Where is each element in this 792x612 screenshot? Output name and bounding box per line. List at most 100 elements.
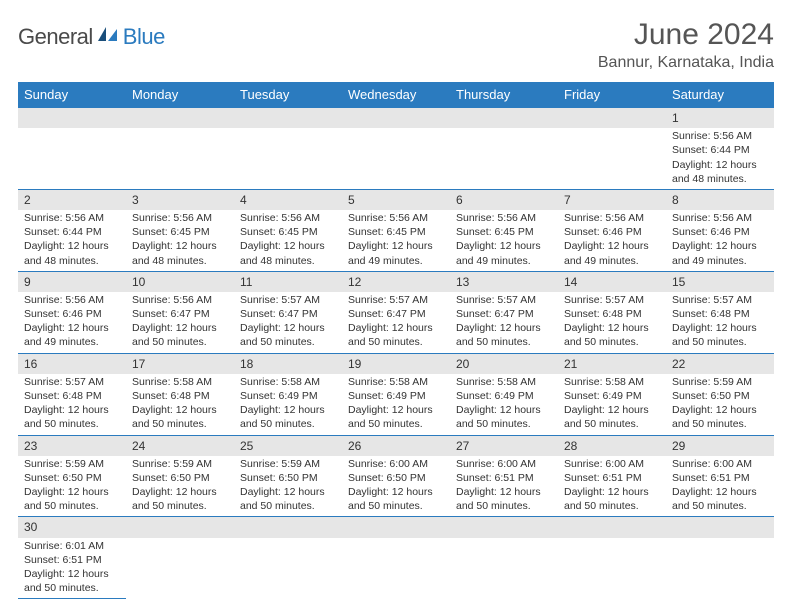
sunset-line: Sunset: 6:49 PM [564, 389, 660, 403]
calendar-cell: 18Sunrise: 5:58 AMSunset: 6:49 PMDayligh… [234, 353, 342, 435]
sunrise-line: Sunrise: 5:56 AM [240, 211, 336, 225]
sunset-line: Sunset: 6:50 PM [132, 471, 228, 485]
calendar-cell: 16Sunrise: 5:57 AMSunset: 6:48 PMDayligh… [18, 353, 126, 435]
day-details: Sunrise: 6:00 AMSunset: 6:51 PMDaylight:… [558, 456, 666, 517]
calendar-cell: 15Sunrise: 5:57 AMSunset: 6:48 PMDayligh… [666, 271, 774, 353]
daylight-line: Daylight: 12 hours and 50 minutes. [24, 403, 120, 431]
day-details: Sunrise: 5:57 AMSunset: 6:47 PMDaylight:… [450, 292, 558, 353]
calendar-cell-empty [234, 517, 342, 599]
sunrise-line: Sunrise: 5:59 AM [240, 457, 336, 471]
sunset-line: Sunset: 6:47 PM [456, 307, 552, 321]
weekday-header: Friday [558, 82, 666, 108]
daylight-line: Daylight: 12 hours and 49 minutes. [672, 239, 768, 267]
calendar-cell: 5Sunrise: 5:56 AMSunset: 6:45 PMDaylight… [342, 189, 450, 271]
calendar-cell: 4Sunrise: 5:56 AMSunset: 6:45 PMDaylight… [234, 189, 342, 271]
calendar-cell-empty [342, 108, 450, 190]
sunset-line: Sunset: 6:45 PM [240, 225, 336, 239]
day-number: 10 [126, 272, 234, 292]
day-details: Sunrise: 5:56 AMSunset: 6:45 PMDaylight:… [342, 210, 450, 271]
day-details: Sunrise: 5:58 AMSunset: 6:49 PMDaylight:… [342, 374, 450, 435]
daylight-line: Daylight: 12 hours and 50 minutes. [240, 321, 336, 349]
sunrise-line: Sunrise: 5:57 AM [672, 293, 768, 307]
weekday-header: Tuesday [234, 82, 342, 108]
day-number: 21 [558, 354, 666, 374]
calendar-row: 23Sunrise: 5:59 AMSunset: 6:50 PMDayligh… [18, 435, 774, 517]
page-title: June 2024 [598, 18, 774, 52]
day-details: Sunrise: 5:59 AMSunset: 6:50 PMDaylight:… [666, 374, 774, 435]
daylight-line: Daylight: 12 hours and 50 minutes. [24, 485, 120, 513]
sunrise-line: Sunrise: 5:56 AM [672, 129, 768, 143]
calendar-cell: 21Sunrise: 5:58 AMSunset: 6:49 PMDayligh… [558, 353, 666, 435]
day-number: 1 [666, 108, 774, 128]
calendar-cell: 14Sunrise: 5:57 AMSunset: 6:48 PMDayligh… [558, 271, 666, 353]
day-details: Sunrise: 5:57 AMSunset: 6:48 PMDaylight:… [666, 292, 774, 353]
calendar-cell: 10Sunrise: 5:56 AMSunset: 6:47 PMDayligh… [126, 271, 234, 353]
day-number: 24 [126, 436, 234, 456]
day-number: 18 [234, 354, 342, 374]
calendar-cell: 20Sunrise: 5:58 AMSunset: 6:49 PMDayligh… [450, 353, 558, 435]
day-number: 26 [342, 436, 450, 456]
daylight-line: Daylight: 12 hours and 50 minutes. [132, 485, 228, 513]
sunset-line: Sunset: 6:49 PM [240, 389, 336, 403]
daylight-line: Daylight: 12 hours and 50 minutes. [456, 321, 552, 349]
sunrise-line: Sunrise: 6:00 AM [348, 457, 444, 471]
sunrise-line: Sunrise: 6:00 AM [564, 457, 660, 471]
calendar-cell: 7Sunrise: 5:56 AMSunset: 6:46 PMDaylight… [558, 189, 666, 271]
calendar-cell: 3Sunrise: 5:56 AMSunset: 6:45 PMDaylight… [126, 189, 234, 271]
sunrise-line: Sunrise: 5:58 AM [564, 375, 660, 389]
weekday-header: Monday [126, 82, 234, 108]
sunrise-line: Sunrise: 5:58 AM [456, 375, 552, 389]
calendar-cell: 12Sunrise: 5:57 AMSunset: 6:47 PMDayligh… [342, 271, 450, 353]
calendar-cell: 2Sunrise: 5:56 AMSunset: 6:44 PMDaylight… [18, 189, 126, 271]
day-number: 12 [342, 272, 450, 292]
day-number: 9 [18, 272, 126, 292]
title-block: June 2024 Bannur, Karnataka, India [598, 18, 774, 72]
day-details: Sunrise: 5:57 AMSunset: 6:47 PMDaylight:… [234, 292, 342, 353]
sunrise-line: Sunrise: 6:01 AM [24, 539, 120, 553]
calendar-cell: 26Sunrise: 6:00 AMSunset: 6:50 PMDayligh… [342, 435, 450, 517]
day-number: 28 [558, 436, 666, 456]
day-number: 27 [450, 436, 558, 456]
daylight-line: Daylight: 12 hours and 48 minutes. [24, 239, 120, 267]
calendar-cell: 30Sunrise: 6:01 AMSunset: 6:51 PMDayligh… [18, 517, 126, 599]
sunset-line: Sunset: 6:48 PM [132, 389, 228, 403]
daylight-line: Daylight: 12 hours and 49 minutes. [564, 239, 660, 267]
sunrise-line: Sunrise: 5:57 AM [564, 293, 660, 307]
daylight-line: Daylight: 12 hours and 50 minutes. [240, 485, 336, 513]
sunset-line: Sunset: 6:45 PM [348, 225, 444, 239]
sunset-line: Sunset: 6:51 PM [24, 553, 120, 567]
day-number: 2 [18, 190, 126, 210]
weekday-header: Thursday [450, 82, 558, 108]
day-number-empty [126, 517, 234, 537]
day-number: 7 [558, 190, 666, 210]
calendar-cell: 23Sunrise: 5:59 AMSunset: 6:50 PMDayligh… [18, 435, 126, 517]
day-details: Sunrise: 5:58 AMSunset: 6:49 PMDaylight:… [450, 374, 558, 435]
day-number: 14 [558, 272, 666, 292]
weekday-header: Sunday [18, 82, 126, 108]
day-number: 30 [18, 517, 126, 537]
calendar-cell: 19Sunrise: 5:58 AMSunset: 6:49 PMDayligh… [342, 353, 450, 435]
sunrise-line: Sunrise: 5:56 AM [132, 293, 228, 307]
sunset-line: Sunset: 6:48 PM [672, 307, 768, 321]
sunrise-line: Sunrise: 5:59 AM [672, 375, 768, 389]
daylight-line: Daylight: 12 hours and 50 minutes. [348, 321, 444, 349]
sunrise-line: Sunrise: 5:56 AM [24, 293, 120, 307]
weekday-header: Wednesday [342, 82, 450, 108]
calendar-cell: 17Sunrise: 5:58 AMSunset: 6:48 PMDayligh… [126, 353, 234, 435]
day-number: 4 [234, 190, 342, 210]
sunrise-line: Sunrise: 5:57 AM [240, 293, 336, 307]
daylight-line: Daylight: 12 hours and 50 minutes. [348, 485, 444, 513]
sunset-line: Sunset: 6:49 PM [348, 389, 444, 403]
day-details: Sunrise: 5:57 AMSunset: 6:48 PMDaylight:… [18, 374, 126, 435]
day-details: Sunrise: 5:56 AMSunset: 6:46 PMDaylight:… [558, 210, 666, 271]
daylight-line: Daylight: 12 hours and 48 minutes. [132, 239, 228, 267]
day-number: 8 [666, 190, 774, 210]
daylight-line: Daylight: 12 hours and 50 minutes. [672, 321, 768, 349]
day-number-empty [558, 108, 666, 128]
header: General Blue June 2024 Bannur, Karnataka… [18, 18, 774, 72]
day-details: Sunrise: 5:58 AMSunset: 6:48 PMDaylight:… [126, 374, 234, 435]
sunrise-line: Sunrise: 5:56 AM [564, 211, 660, 225]
daylight-line: Daylight: 12 hours and 50 minutes. [348, 403, 444, 431]
calendar-cell: 27Sunrise: 6:00 AMSunset: 6:51 PMDayligh… [450, 435, 558, 517]
logo: General Blue [18, 18, 165, 50]
